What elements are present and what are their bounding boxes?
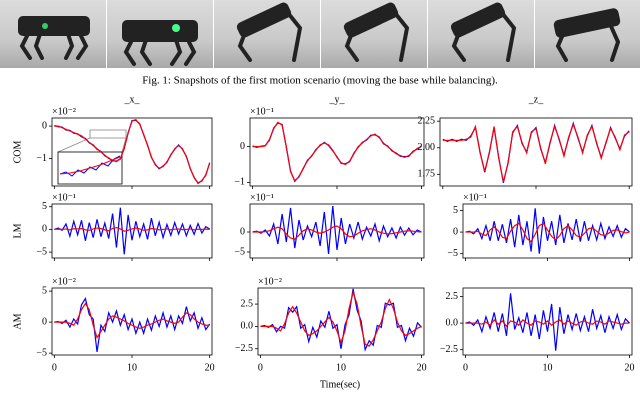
x-axis-label: Time(sec) <box>320 379 360 390</box>
led <box>172 24 180 32</box>
series-line <box>465 293 630 351</box>
axes-frame <box>249 117 425 187</box>
series-line <box>252 122 422 183</box>
y-tick-label: −2.5 <box>235 343 253 354</box>
y-tick-label: 0 <box>42 120 47 131</box>
y-tick-label: −5 <box>36 246 47 257</box>
series-line <box>54 226 210 232</box>
series-line <box>54 302 210 340</box>
robots <box>18 2 621 66</box>
x-tick-label: 0 <box>463 362 468 373</box>
column-title: _y_ <box>329 94 346 105</box>
series-line <box>465 222 630 243</box>
y-tick-label: 0 <box>240 226 245 237</box>
scale-label: ×10⁻² <box>258 276 282 287</box>
series-line <box>54 207 210 255</box>
series-line <box>54 118 211 184</box>
x-tick-label: 20 <box>625 362 635 373</box>
scale-label: ×10⁻¹ <box>463 192 487 203</box>
scale-label: ×10⁻¹ <box>250 192 274 203</box>
y-tick-label: −1 <box>234 177 245 188</box>
photo <box>535 0 640 68</box>
y-tick-label: 2.5 <box>446 291 459 302</box>
x-tick-label: 10 <box>336 362 346 373</box>
photo-strip <box>0 0 640 68</box>
y-tick-label: −1 <box>36 153 47 164</box>
y-tick-label: 5 <box>453 205 458 216</box>
y-tick-label: −5 <box>447 248 458 259</box>
axes-frame <box>257 287 425 356</box>
y-tick-label: 5 <box>42 201 47 212</box>
inset <box>57 129 127 185</box>
row-label: LM <box>12 223 23 238</box>
y-tick-label: 1.75 <box>418 169 436 180</box>
x-tick-label: 0 <box>52 362 57 373</box>
y-tick-label: 0 <box>42 224 47 235</box>
series-line <box>442 121 630 183</box>
series-line <box>260 290 422 347</box>
series-line <box>54 297 211 352</box>
x-tick-label: 0 <box>258 362 263 373</box>
series-line <box>442 122 630 182</box>
column-title: _z_ <box>528 94 544 105</box>
series-line <box>260 288 423 352</box>
series-line <box>252 121 422 182</box>
y-tick-label: 5 <box>42 285 47 296</box>
y-tick-label: 2.5 <box>241 298 254 309</box>
caption: Fig. 1: Snapshots of the first motion sc… <box>142 75 498 87</box>
y-tick-label: 0 <box>453 226 458 237</box>
y-tick-label: −2.5 <box>440 344 458 355</box>
column-title: _x_ <box>124 94 141 105</box>
series-line <box>465 318 630 328</box>
series-line <box>252 225 422 240</box>
x-tick-label: 10 <box>127 362 137 373</box>
led <box>42 23 48 29</box>
x-tick-label: 20 <box>205 362 215 373</box>
y-tick-label: 0.0 <box>241 321 254 332</box>
y-tick-label: 2.25 <box>418 115 436 126</box>
scale-label: ×10⁻² <box>52 276 76 287</box>
y-tick-label: 0 <box>240 141 245 152</box>
row-label: COM <box>12 141 23 164</box>
series-line <box>252 205 422 255</box>
scale-label: ×10⁻¹ <box>250 106 274 117</box>
y-tick-label: 0 <box>42 316 47 327</box>
y-tick-label: −5 <box>36 347 47 358</box>
scale-label: ×10⁻¹ <box>52 192 76 203</box>
scale-label: ×10⁻² <box>52 106 76 117</box>
x-tick-label: 10 <box>543 362 553 373</box>
row-label: AM <box>12 313 23 329</box>
y-tick-label: 0.0 <box>446 317 459 328</box>
y-tick-label: 2.00 <box>418 142 436 153</box>
y-tick-label: −5 <box>234 246 245 257</box>
x-tick-label: 20 <box>417 362 427 373</box>
